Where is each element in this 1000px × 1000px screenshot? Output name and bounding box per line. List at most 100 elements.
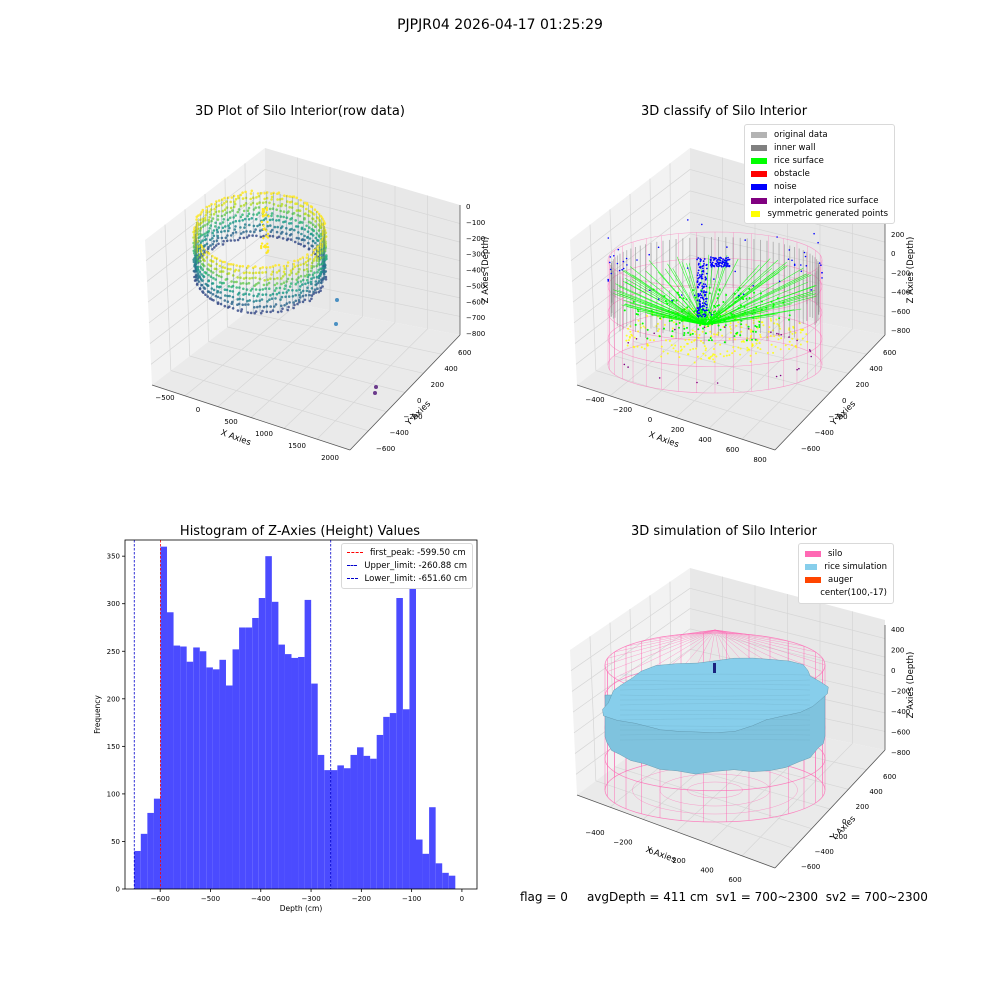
raw-point: [298, 267, 301, 271]
y-axis-line: [349, 334, 461, 451]
grid-line: [589, 224, 597, 371]
raw-point: [220, 198, 224, 201]
noise-point: [719, 259, 722, 262]
noise-point: [704, 293, 706, 296]
rice-surface-point: [752, 316, 755, 319]
noise-point: [706, 267, 708, 270]
x-tick-label: 400: [698, 436, 711, 444]
legend-item: inner wall: [751, 141, 888, 154]
symmetric-point: [700, 357, 703, 360]
rice-surface-point: [731, 315, 734, 318]
rice-surface-point: [734, 318, 736, 321]
raw-point: [253, 284, 256, 287]
noise-point: [705, 300, 707, 303]
raw-point: [238, 219, 241, 223]
raw-point: [221, 260, 225, 264]
noise-point: [778, 280, 781, 283]
raw-point: [289, 269, 293, 272]
raw-point: [270, 228, 274, 232]
raw-point: [293, 228, 296, 232]
z-axis-label: Z Axies (Depth): [906, 237, 916, 304]
rice-surface-ray: [704, 313, 778, 326]
histogram-bar: [160, 546, 168, 889]
rice-surface-point: [695, 309, 698, 312]
interpolated-point: [770, 331, 772, 333]
x-tick-label: −200: [352, 895, 371, 903]
raw-point: [256, 192, 260, 195]
raw-point: [208, 210, 211, 214]
surface-mesh-line: [619, 694, 811, 697]
legend-item: center(100,-17): [805, 587, 887, 600]
raw-point: [229, 267, 232, 271]
raw-point: [316, 271, 319, 274]
raw-point: [217, 199, 221, 202]
raw-point: [280, 304, 283, 308]
raw-point: [292, 195, 296, 198]
rice-surface-point: [671, 330, 674, 333]
raw-point: [216, 236, 220, 240]
raw-point: [275, 292, 279, 296]
histogram-bar: [245, 627, 253, 889]
symmetric-point: [746, 346, 749, 349]
silo-roof-wire: [714, 629, 789, 642]
auger-marker: [713, 663, 716, 673]
raw-point: [203, 271, 207, 274]
raw-point: [319, 289, 322, 292]
rice-surface-point: [694, 296, 697, 299]
raw-point: [277, 263, 281, 267]
surface-mesh-line: [619, 703, 811, 706]
surface-mesh-line: [619, 739, 811, 741]
noise-point: [702, 313, 705, 316]
rice-surface-point: [770, 300, 773, 303]
raw-point: [299, 296, 302, 299]
raw-point: [263, 197, 266, 201]
raw-point: [277, 219, 281, 222]
y-tick-label: −600: [801, 445, 820, 453]
noise-point: [697, 277, 699, 280]
noise-point: [793, 263, 796, 266]
symmetric-point: [780, 337, 783, 340]
raw-point: [230, 196, 234, 199]
noise-point: [625, 257, 628, 260]
rice-surface-point: [637, 310, 640, 313]
raw-point: [205, 242, 209, 246]
grid-line: [149, 254, 266, 344]
raw-point: [240, 308, 244, 311]
noise-point: [703, 263, 705, 265]
raw-point: [230, 285, 233, 289]
histogram-bar: [239, 627, 246, 889]
z-tick-label: −200: [466, 235, 485, 243]
symmetric-point: [769, 334, 772, 337]
noise-point: [726, 259, 729, 261]
raw-point: [244, 190, 247, 194]
noise-point: [697, 315, 700, 318]
noise-point: [701, 305, 703, 308]
rice-surface-point: [686, 306, 689, 309]
rice-surface-point: [662, 316, 665, 319]
y-tick-label: 350: [107, 553, 120, 561]
raw-point: [217, 274, 221, 278]
rice-surface-point: [672, 311, 674, 314]
histogram-bar: [298, 656, 305, 889]
symmetric-point: [742, 340, 745, 342]
noise-point: [700, 294, 703, 297]
raw-point: [270, 198, 273, 201]
rice-surface-point: [754, 330, 757, 333]
x-tick-label: −500: [201, 895, 220, 903]
symmetric-point: [759, 348, 762, 351]
symmetric-point: [709, 355, 712, 358]
symmetric-point: [788, 348, 791, 350]
raw-point: [293, 259, 296, 263]
raw-point: [249, 203, 253, 206]
raw-point: [310, 253, 313, 257]
raw-point: [283, 304, 286, 307]
raw-point: [238, 286, 241, 289]
raw-point: [216, 218, 220, 221]
x-axis-line: [576, 384, 776, 451]
grid-line: [571, 608, 691, 692]
raw-point: [233, 270, 236, 273]
y-axis-line: [774, 334, 886, 451]
raw-point: [308, 290, 311, 293]
symmetric-point: [731, 352, 734, 355]
x-tick-label: −200: [613, 838, 632, 846]
